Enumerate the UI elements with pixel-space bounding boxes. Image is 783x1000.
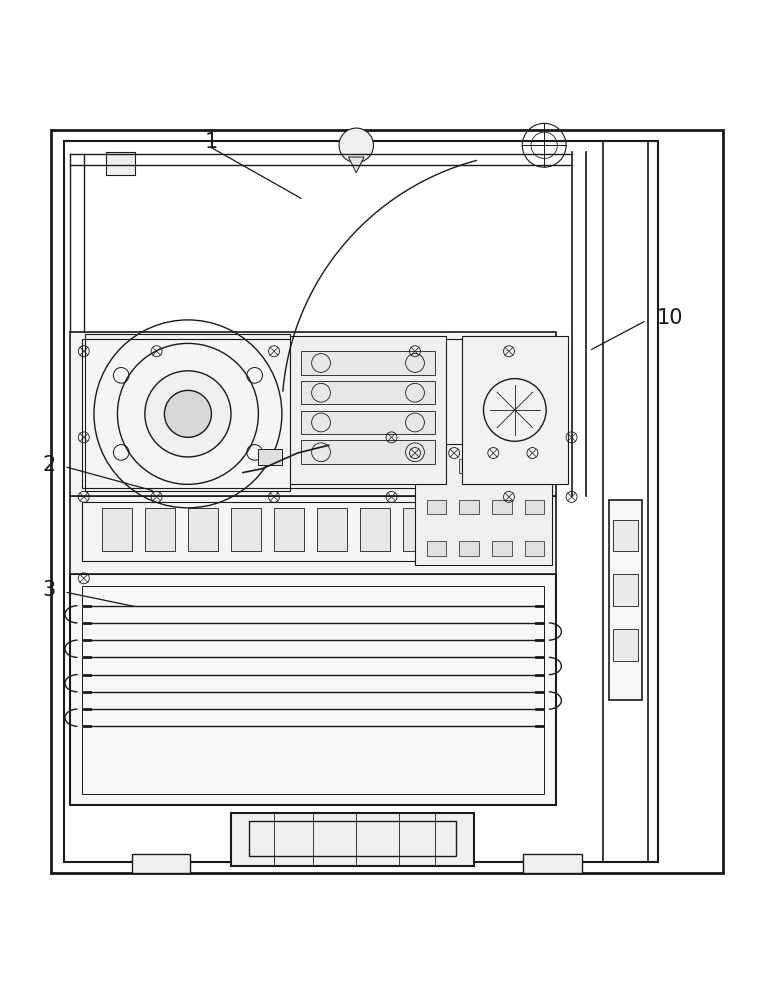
Bar: [613, 520, 638, 551]
Bar: [132, 854, 190, 873]
Bar: [613, 574, 638, 606]
Bar: [301, 411, 435, 434]
Text: 1: 1: [205, 132, 218, 152]
Bar: [70, 496, 556, 574]
Bar: [492, 541, 511, 556]
Bar: [249, 821, 456, 856]
Bar: [460, 500, 479, 514]
Text: 3: 3: [43, 580, 56, 600]
Bar: [317, 508, 347, 551]
Bar: [70, 574, 556, 805]
Bar: [85, 334, 290, 491]
Bar: [460, 459, 479, 473]
Bar: [82, 586, 544, 794]
Bar: [403, 508, 433, 551]
Bar: [525, 459, 544, 473]
Bar: [603, 141, 648, 862]
Bar: [301, 351, 435, 375]
Bar: [492, 459, 511, 473]
Circle shape: [145, 371, 231, 457]
Circle shape: [164, 390, 211, 437]
Bar: [460, 541, 479, 556]
Circle shape: [339, 128, 373, 163]
Bar: [106, 152, 135, 175]
Bar: [231, 508, 261, 551]
Bar: [523, 854, 582, 873]
Bar: [274, 508, 304, 551]
Bar: [188, 508, 218, 551]
Bar: [462, 336, 568, 484]
Bar: [446, 508, 476, 551]
Bar: [360, 508, 390, 551]
Bar: [231, 813, 474, 866]
Text: 2: 2: [43, 455, 56, 475]
Bar: [290, 336, 446, 484]
Bar: [301, 381, 435, 404]
Text: 10: 10: [656, 308, 683, 328]
Bar: [427, 500, 446, 514]
Bar: [415, 444, 552, 565]
Bar: [489, 508, 519, 551]
Bar: [82, 502, 544, 561]
Bar: [301, 440, 435, 464]
Bar: [427, 459, 446, 473]
Bar: [64, 141, 658, 862]
Bar: [51, 130, 723, 873]
Bar: [613, 629, 638, 661]
Bar: [525, 500, 544, 514]
Bar: [82, 339, 544, 488]
Bar: [609, 500, 642, 700]
Bar: [70, 332, 556, 496]
Bar: [427, 541, 446, 556]
Bar: [102, 508, 132, 551]
Bar: [525, 541, 544, 556]
Bar: [258, 449, 282, 465]
Bar: [492, 500, 511, 514]
Bar: [145, 508, 175, 551]
Polygon shape: [348, 157, 364, 173]
